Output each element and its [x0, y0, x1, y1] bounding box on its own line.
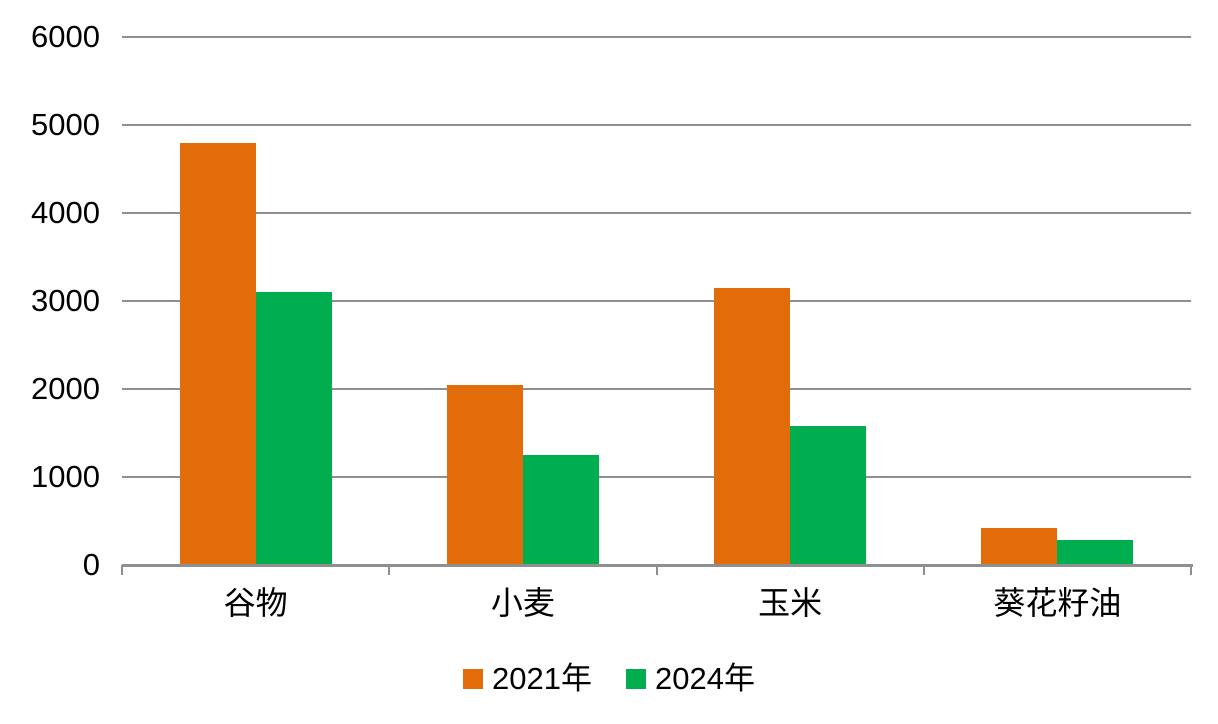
legend-item-1: 2024年 [626, 662, 755, 696]
y-tick-label-3000: 3000 [31, 283, 100, 318]
bar-series0-cat3 [981, 528, 1058, 565]
y-tick-label-1000: 1000 [31, 459, 100, 494]
y-tick-label-4000: 4000 [31, 195, 100, 230]
x-category-label-1: 小麦 [490, 585, 555, 621]
y-tick-label-5000: 5000 [31, 107, 100, 142]
bar-series0-cat0 [179, 142, 256, 565]
y-tick-label-6000: 6000 [31, 19, 100, 54]
x-category-label-3: 葵花籽油 [993, 585, 1122, 621]
x-axis-tick-3 [922, 565, 925, 575]
legend-label-1: 2024年 [655, 661, 755, 696]
legend-item-0: 2021年 [463, 662, 592, 696]
y-tick-label-2000: 2000 [31, 371, 100, 406]
x-axis-tick-4 [1190, 565, 1192, 575]
x-category-label-0: 谷物 [223, 585, 288, 621]
x-category-label-2: 玉米 [758, 585, 823, 621]
x-axis-tick-0 [121, 565, 123, 575]
bar-series0-cat2 [714, 287, 791, 565]
legend-swatch-icon [626, 669, 646, 689]
y-tick-label-0: 0 [82, 547, 100, 582]
gridline-4000 [122, 212, 1191, 214]
legend-swatch-icon [463, 669, 484, 689]
bar-series1-cat2 [790, 425, 867, 565]
legend: 2021年 2024年 [0, 662, 1218, 696]
gridline-2000 [122, 388, 1191, 390]
gridline-3000 [122, 300, 1191, 302]
bar-series0-cat1 [446, 385, 523, 565]
bar-series1-cat1 [522, 455, 599, 565]
legend-label-0: 2021年 [492, 661, 592, 696]
x-axis-line [122, 564, 1193, 567]
gridline-1000 [122, 476, 1191, 478]
x-axis-tick-2 [655, 565, 658, 575]
bar-series1-cat0 [255, 292, 332, 565]
gridline-5000 [122, 124, 1191, 126]
x-axis-tick-1 [388, 565, 391, 575]
gridline-6000 [122, 36, 1191, 38]
bar-series1-cat3 [1057, 540, 1134, 565]
